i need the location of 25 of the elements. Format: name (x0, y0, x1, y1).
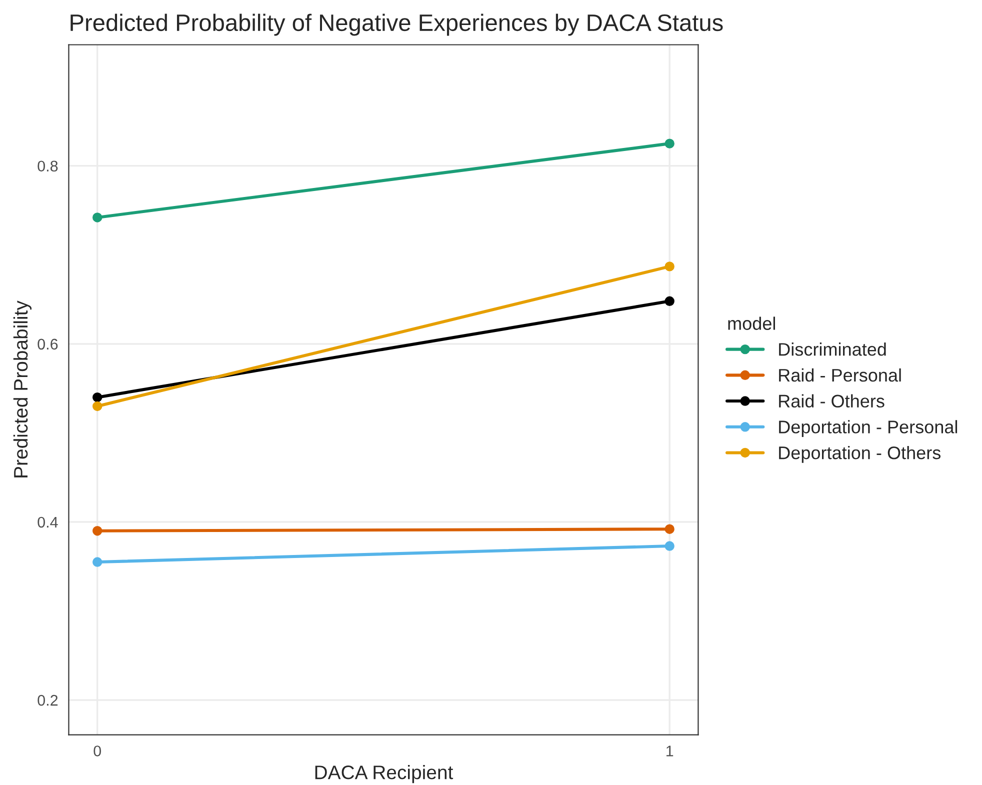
y-tick-label: 0.6 (38, 338, 58, 350)
legend-label: Deportation - Personal (779, 420, 958, 437)
legend-label: Discriminated (779, 342, 886, 356)
legend-label: Raid - Personal (779, 368, 901, 382)
legend-title: model (728, 316, 776, 330)
x-tick-label: 1 (666, 746, 674, 756)
point (92, 557, 102, 567)
legend-label: Deportation - Others (779, 446, 941, 463)
y-axis-title: Predicted Probability (13, 300, 32, 478)
y-tick-label: 0.2 (38, 694, 58, 706)
point (92, 212, 102, 222)
y-tick-label: 0.4 (38, 516, 58, 528)
point (664, 524, 674, 534)
point (92, 526, 102, 536)
legend-label: Raid - Others (779, 394, 884, 408)
point (664, 541, 674, 551)
point (92, 392, 102, 402)
point (92, 401, 102, 412)
y-tick-label: 0.8 (38, 160, 58, 172)
point (664, 262, 674, 272)
x-axis-title: DACA Recipient (315, 764, 454, 784)
point (664, 296, 674, 306)
x-tick-label: 0 (94, 746, 102, 756)
point (664, 138, 674, 148)
chart-title: Predicted Probability of Negative Experiences by DACA Status (70, 14, 723, 36)
